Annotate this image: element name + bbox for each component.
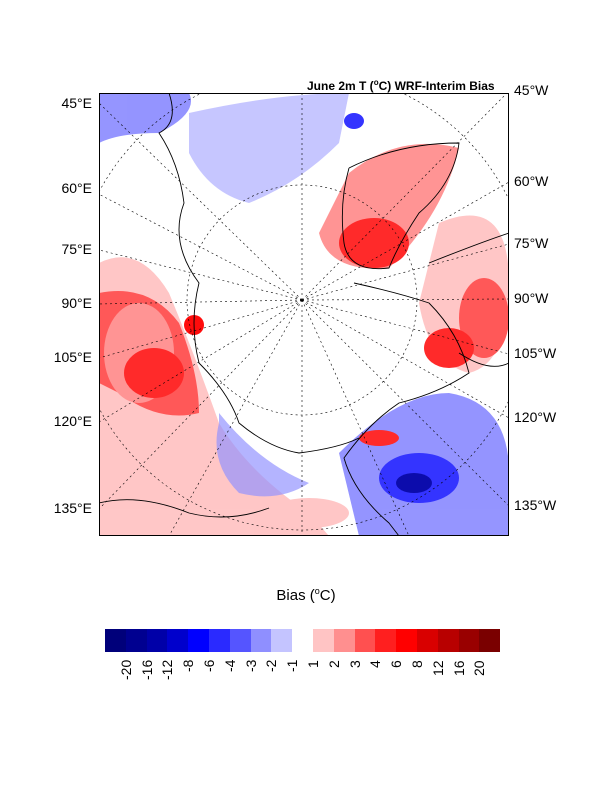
colorbar-box bbox=[312, 629, 334, 652]
colorbar-box bbox=[416, 629, 438, 652]
lon-label-right: 75°W bbox=[514, 235, 549, 251]
lon-label-left: 135°E bbox=[53, 500, 92, 516]
colorbar-box bbox=[188, 629, 209, 652]
colorbar-tick-label: 3 bbox=[346, 660, 363, 668]
colorbar-tick-label: 8 bbox=[409, 660, 425, 668]
colorbar bbox=[105, 629, 501, 652]
colorbar-tick-label: 1 bbox=[305, 660, 321, 668]
colorbar-box bbox=[167, 629, 189, 652]
colorbar-title: Bias (oC) bbox=[276, 586, 336, 604]
colorbar-box bbox=[208, 629, 230, 652]
colorbar-tick-label: -20 bbox=[117, 659, 134, 680]
lon-label-right: 60°W bbox=[514, 173, 549, 189]
colorbar-box bbox=[292, 629, 313, 652]
plot-title: June 2m T (oC) WRF-Interim Bias bbox=[307, 78, 495, 93]
coastlines bbox=[99, 93, 509, 536]
lon-label-left: 90°E bbox=[61, 295, 92, 311]
colorbar-tick-label: -6 bbox=[201, 659, 217, 672]
lon-label-left: 120°E bbox=[53, 413, 92, 429]
colorbar-box bbox=[105, 629, 126, 652]
colorbar-tick-label: -16 bbox=[138, 659, 155, 680]
colorbar-box bbox=[125, 629, 147, 652]
map-frame bbox=[99, 93, 509, 536]
colorbar-box bbox=[250, 629, 272, 652]
lon-label-right: 90°W bbox=[514, 290, 549, 306]
colorbar-box bbox=[375, 629, 397, 652]
colorbar-tick-label: 6 bbox=[388, 660, 405, 668]
colorbar-tick-label: -3 bbox=[242, 659, 259, 672]
colorbar-box bbox=[333, 629, 355, 652]
graticule bbox=[99, 93, 509, 536]
colorbar-tick-label: 12 bbox=[429, 660, 446, 676]
lon-label-right: 120°W bbox=[514, 409, 557, 425]
colorbar-tick-label: -12 bbox=[159, 659, 176, 680]
colorbar-tick-label: -8 bbox=[180, 659, 197, 672]
colorbar-tick-label: 4 bbox=[367, 660, 384, 668]
colorbar-tick-label: 16 bbox=[450, 660, 467, 676]
polar-map bbox=[99, 93, 509, 536]
colorbar-tick-label: 2 bbox=[325, 660, 342, 668]
colorbar-tick-label: 20 bbox=[471, 660, 488, 676]
lon-label-right: 135°W bbox=[514, 497, 557, 513]
lon-label-left: 45°E bbox=[61, 95, 92, 111]
colorbar-tick-label: -2 bbox=[263, 659, 280, 672]
colorbar-box bbox=[437, 629, 459, 652]
lon-label-right: 105°W bbox=[514, 345, 557, 361]
colorbar-box bbox=[271, 629, 293, 652]
lon-label-left: 105°E bbox=[53, 349, 92, 365]
colorbar-box bbox=[458, 629, 480, 652]
colorbar-box bbox=[354, 629, 376, 652]
colorbar-box bbox=[229, 629, 251, 652]
bias-field bbox=[99, 93, 509, 536]
colorbar-tick-label: -4 bbox=[221, 659, 238, 672]
lon-label-left: 75°E bbox=[61, 241, 92, 257]
colorbar-box bbox=[479, 629, 501, 652]
colorbar-box bbox=[396, 629, 417, 652]
lon-label-left: 60°E bbox=[61, 180, 92, 196]
colorbar-tick-label: -1 bbox=[284, 659, 301, 672]
colorbar-box bbox=[146, 629, 168, 652]
lon-label-right: 45°W bbox=[514, 82, 549, 98]
